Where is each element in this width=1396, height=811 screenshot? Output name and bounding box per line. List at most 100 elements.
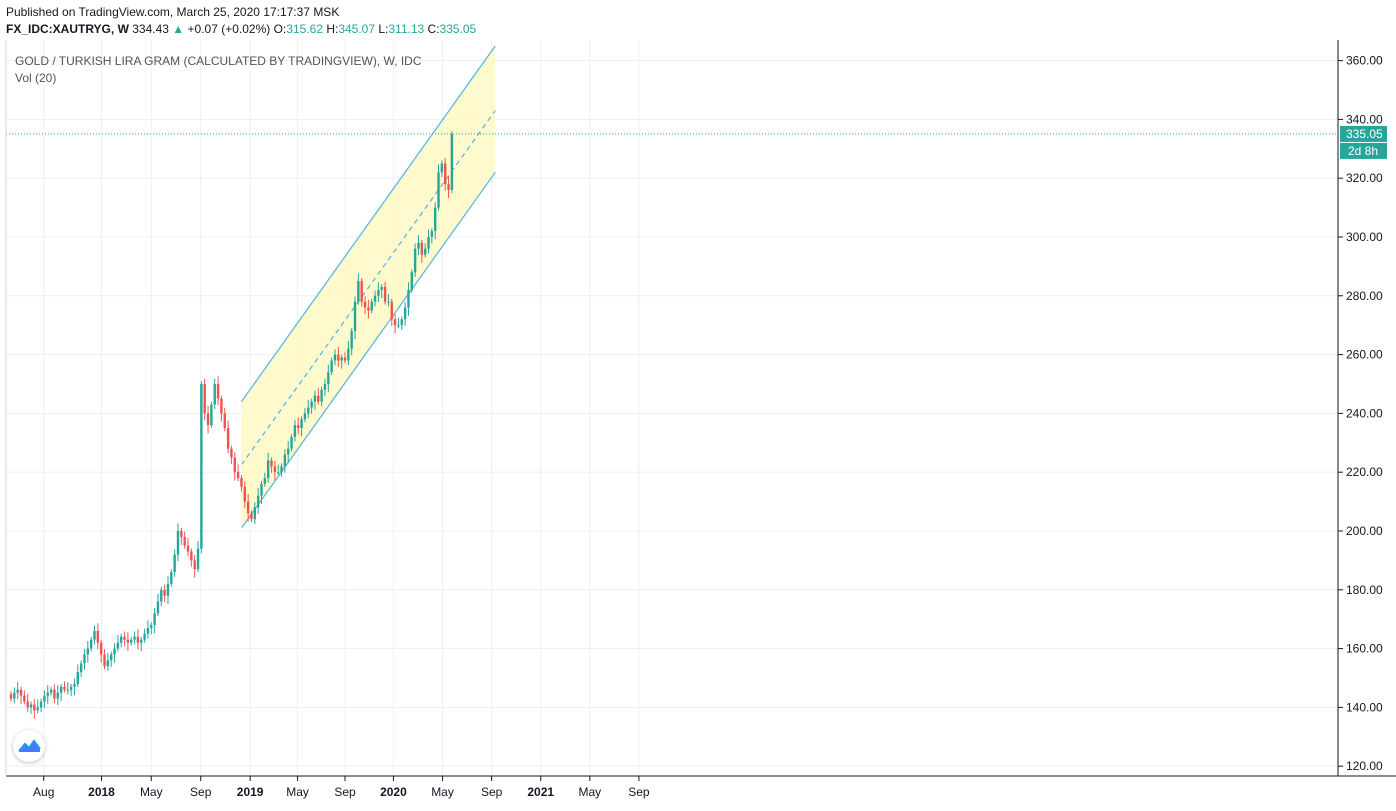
candle-body: [43, 695, 46, 702]
y-tick-label: 300.00: [1346, 230, 1383, 244]
candle-body: [186, 545, 190, 552]
candle-body: [417, 242, 420, 249]
candle-body: [393, 319, 397, 326]
x-tick-label: May: [431, 785, 454, 799]
candle-body: [246, 501, 250, 514]
candle-body: [53, 689, 56, 699]
candle-body: [13, 692, 16, 699]
candle-body: [377, 289, 380, 296]
volume-indicator-label[interactable]: Vol (20): [15, 71, 57, 85]
candle-body: [380, 286, 383, 290]
candle-body: [63, 686, 66, 690]
candle-body: [266, 460, 270, 479]
y-tick-label: 180.00: [1346, 583, 1383, 597]
candle-body: [270, 460, 273, 467]
candle-body: [106, 660, 110, 667]
x-tick-label: May: [140, 785, 163, 799]
candle-body: [403, 307, 407, 320]
symbol-label[interactable]: FX_IDC:XAUTRYG, W: [6, 22, 129, 36]
x-tick-label: Aug: [33, 785, 54, 799]
candle-body: [79, 663, 83, 673]
candle-body: [96, 630, 100, 643]
y-tick-label: 140.00: [1346, 700, 1383, 714]
low-label: L:: [378, 22, 389, 36]
x-tick-label: Sep: [481, 785, 503, 799]
tradingview-logo-icon[interactable]: [13, 730, 45, 762]
high-value: 345.07: [338, 22, 376, 36]
candle-body: [226, 428, 230, 449]
chart-canvas[interactable]: 335.05 2d 8h 120.00 140.00 160.00 180.00 200.…: [0, 40, 1396, 811]
candle-body: [353, 301, 357, 332]
last-price-line: 335.05 2d 8h: [6, 125, 1387, 159]
candle-body: [183, 536, 186, 546]
candle-body: [390, 301, 393, 320]
chart-title: GOLD / TURKISH LIRA GRAM (CALCULATED BY …: [15, 54, 422, 68]
parallel-channel[interactable]: [240, 45, 496, 529]
candle-body: [160, 589, 163, 602]
candle-body: [206, 413, 210, 426]
candle-body: [383, 286, 387, 302]
candle-body: [203, 383, 206, 414]
header: Published on TradingView.com, March 25, …: [0, 0, 1396, 40]
candle-body: [36, 707, 39, 711]
candle-body: [230, 448, 233, 458]
candle-body: [283, 454, 287, 467]
candle-body: [39, 701, 43, 708]
candle-body: [293, 425, 297, 437]
candle-body: [250, 513, 253, 520]
candle-body: [300, 419, 303, 429]
published-info: Published on TradingView.com, March 25, …: [6, 5, 340, 19]
candle-body: [16, 689, 19, 693]
y-tick-label: 220.00: [1346, 465, 1383, 479]
candle-body: [287, 448, 290, 455]
candle-body: [69, 686, 73, 690]
x-tick-label: Sep: [334, 785, 356, 799]
high-label: H:: [326, 22, 339, 36]
candle-body: [223, 413, 226, 429]
y-tick-label: 320.00: [1346, 171, 1383, 185]
candle-body: [297, 425, 300, 429]
x-tick-label: 2018: [88, 785, 115, 799]
candle-body: [347, 348, 350, 361]
candle-body: [86, 648, 90, 655]
candle-body: [173, 554, 176, 573]
candle-body: [333, 354, 337, 361]
candle-body: [140, 639, 143, 643]
candle-body: [447, 184, 450, 190]
candle-body: [420, 242, 424, 255]
candle-body: [340, 357, 343, 361]
candle-body: [26, 701, 29, 708]
candle-body: [176, 530, 180, 555]
x-tick-label: Sep: [190, 785, 212, 799]
open-label: O:: [273, 22, 287, 36]
candle-body: [387, 301, 390, 303]
candle-body: [433, 207, 437, 232]
candle-body: [360, 281, 363, 302]
price-change: +0.07 (+0.02%): [187, 22, 271, 36]
channel-lower-line: [240, 171, 496, 529]
candle-body: [303, 413, 307, 420]
candle-body: [93, 630, 96, 640]
x-tick-label: 2021: [527, 785, 554, 799]
x-tick-label: 2020: [380, 785, 407, 799]
candle-body: [407, 289, 410, 308]
countdown-tag-bg: [1340, 142, 1387, 159]
candle-body: [450, 134, 454, 190]
candle-body: [136, 636, 140, 643]
candle-body: [290, 436, 293, 449]
candle-body: [66, 689, 69, 691]
y-tick-label: 360.00: [1346, 54, 1383, 68]
x-tick-label: 2019: [237, 785, 264, 799]
candle-body: [89, 639, 93, 649]
y-tick-label: 160.00: [1346, 642, 1383, 656]
candle-body: [76, 672, 79, 684]
candle-body: [337, 354, 340, 361]
candle-body: [400, 319, 403, 326]
candle-body: [260, 483, 263, 496]
candle-body: [397, 325, 400, 327]
y-tick-label: 280.00: [1346, 289, 1383, 303]
candle-body: [200, 383, 203, 549]
candle-body: [123, 636, 126, 640]
candle-body: [73, 683, 76, 687]
candle-body: [213, 383, 216, 405]
